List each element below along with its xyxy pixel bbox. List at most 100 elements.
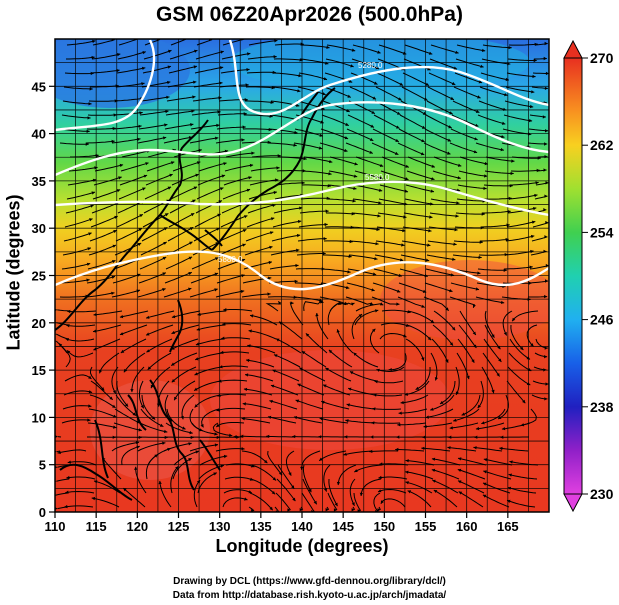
streamline: [479, 86, 508, 96]
streamline-arrow: [399, 82, 403, 86]
streamline-arrow: [323, 77, 327, 81]
streamline: [101, 456, 122, 480]
streamline-arrow: [449, 342, 453, 346]
streamline: [142, 65, 172, 74]
streamline: [403, 212, 433, 218]
streamline: [378, 476, 408, 480]
streamline-arrow: [404, 189, 408, 193]
streamline-arrow: [531, 220, 536, 224]
streamline: [327, 302, 342, 326]
streamline-arrow: [407, 490, 412, 494]
streamline-arrow: [164, 123, 168, 127]
streamline: [141, 81, 171, 88]
streamline: [245, 86, 275, 89]
streamline: [190, 124, 220, 130]
streamline-arrow: [216, 227, 220, 231]
streamline-arrow: [301, 351, 306, 355]
streamline-arrow: [347, 270, 351, 274]
colorbar: 230 238 246 254 262 270: [563, 39, 614, 513]
streamline: [91, 202, 120, 214]
streamline-arrow: [325, 367, 329, 371]
streamline: [349, 86, 377, 100]
streamline: [269, 264, 299, 270]
x-tick-label: 160: [456, 519, 478, 534]
streamline-arrow: [220, 50, 224, 54]
streamline: [63, 390, 93, 396]
streamline-arrow: [428, 229, 432, 233]
streamline-arrow: [215, 257, 219, 261]
streamline-arrow: [297, 383, 301, 387]
streamline-arrow: [58, 343, 63, 347]
streamline-arrow: [318, 146, 323, 150]
streamline: [139, 110, 169, 116]
streamline-arrow: [66, 350, 71, 354]
streamline: [528, 280, 549, 284]
streamline: [373, 394, 403, 397]
streamline-arrow: [156, 403, 161, 407]
streamline: [189, 288, 218, 298]
streamline: [274, 194, 304, 200]
streamline-arrow: [453, 242, 457, 246]
streamline-arrow: [142, 187, 146, 191]
streamline-arrow: [528, 118, 533, 123]
streamline-arrow: [195, 173, 199, 177]
streamline-arrow: [279, 321, 283, 325]
streamline: [193, 479, 201, 508]
streamline-arrow: [352, 199, 356, 203]
y-tick-label: 10: [32, 410, 46, 425]
streamline-arrow: [135, 441, 140, 445]
streamline: [297, 383, 325, 396]
streamline-arrow: [376, 227, 380, 232]
streamline-arrow: [123, 488, 127, 492]
streamline: [270, 384, 299, 396]
streamline: [352, 506, 356, 510]
streamline: [121, 445, 140, 466]
streamline-arrow: [427, 243, 431, 247]
streamline: [376, 366, 405, 373]
streamline: [476, 282, 506, 288]
streamline-arrow: [344, 148, 348, 153]
streamline: [242, 128, 272, 131]
streamline: [273, 58, 303, 61]
streamline: [399, 268, 428, 277]
streamline-arrow: [369, 449, 373, 453]
streamline: [87, 422, 117, 429]
streamline: [220, 351, 250, 354]
streamline: [62, 247, 92, 256]
streamline-arrow: [527, 297, 531, 301]
streamline: [397, 296, 425, 308]
streamline: [88, 408, 117, 418]
streamline: [86, 275, 116, 284]
y-tick-label: 25: [32, 269, 46, 284]
streamline-arrow: [251, 151, 255, 155]
streamline-arrow: [168, 49, 172, 53]
streamline-arrow: [269, 506, 273, 511]
streamline: [327, 492, 338, 511]
streamline-arrow: [175, 466, 179, 470]
streamline: [219, 365, 249, 368]
streamline-arrow: [139, 111, 143, 115]
streamline-arrow: [163, 227, 168, 231]
streamline-arrow: [379, 302, 384, 306]
streamline-arrow: [245, 373, 249, 377]
streamline: [147, 352, 172, 371]
streamline-arrow: [481, 48, 486, 52]
streamline-arrow: [455, 50, 459, 54]
streamline: [93, 480, 121, 494]
x-tick-label: 125: [168, 519, 190, 534]
streamline: [501, 296, 531, 300]
streamline-arrow: [193, 80, 197, 84]
streamline-arrow: [93, 312, 97, 317]
streamline-arrow: [112, 390, 116, 394]
streamline: [215, 422, 245, 428]
streamline: [457, 184, 487, 190]
streamline: [453, 240, 483, 243]
streamline: [431, 469, 460, 480]
streamline-arrow: [300, 466, 304, 470]
streamline: [376, 226, 406, 232]
streamline: [269, 114, 299, 121]
streamline: [354, 309, 379, 326]
streamline: [272, 369, 300, 382]
x-tick-label: 135: [250, 519, 272, 534]
streamline: [432, 170, 461, 179]
